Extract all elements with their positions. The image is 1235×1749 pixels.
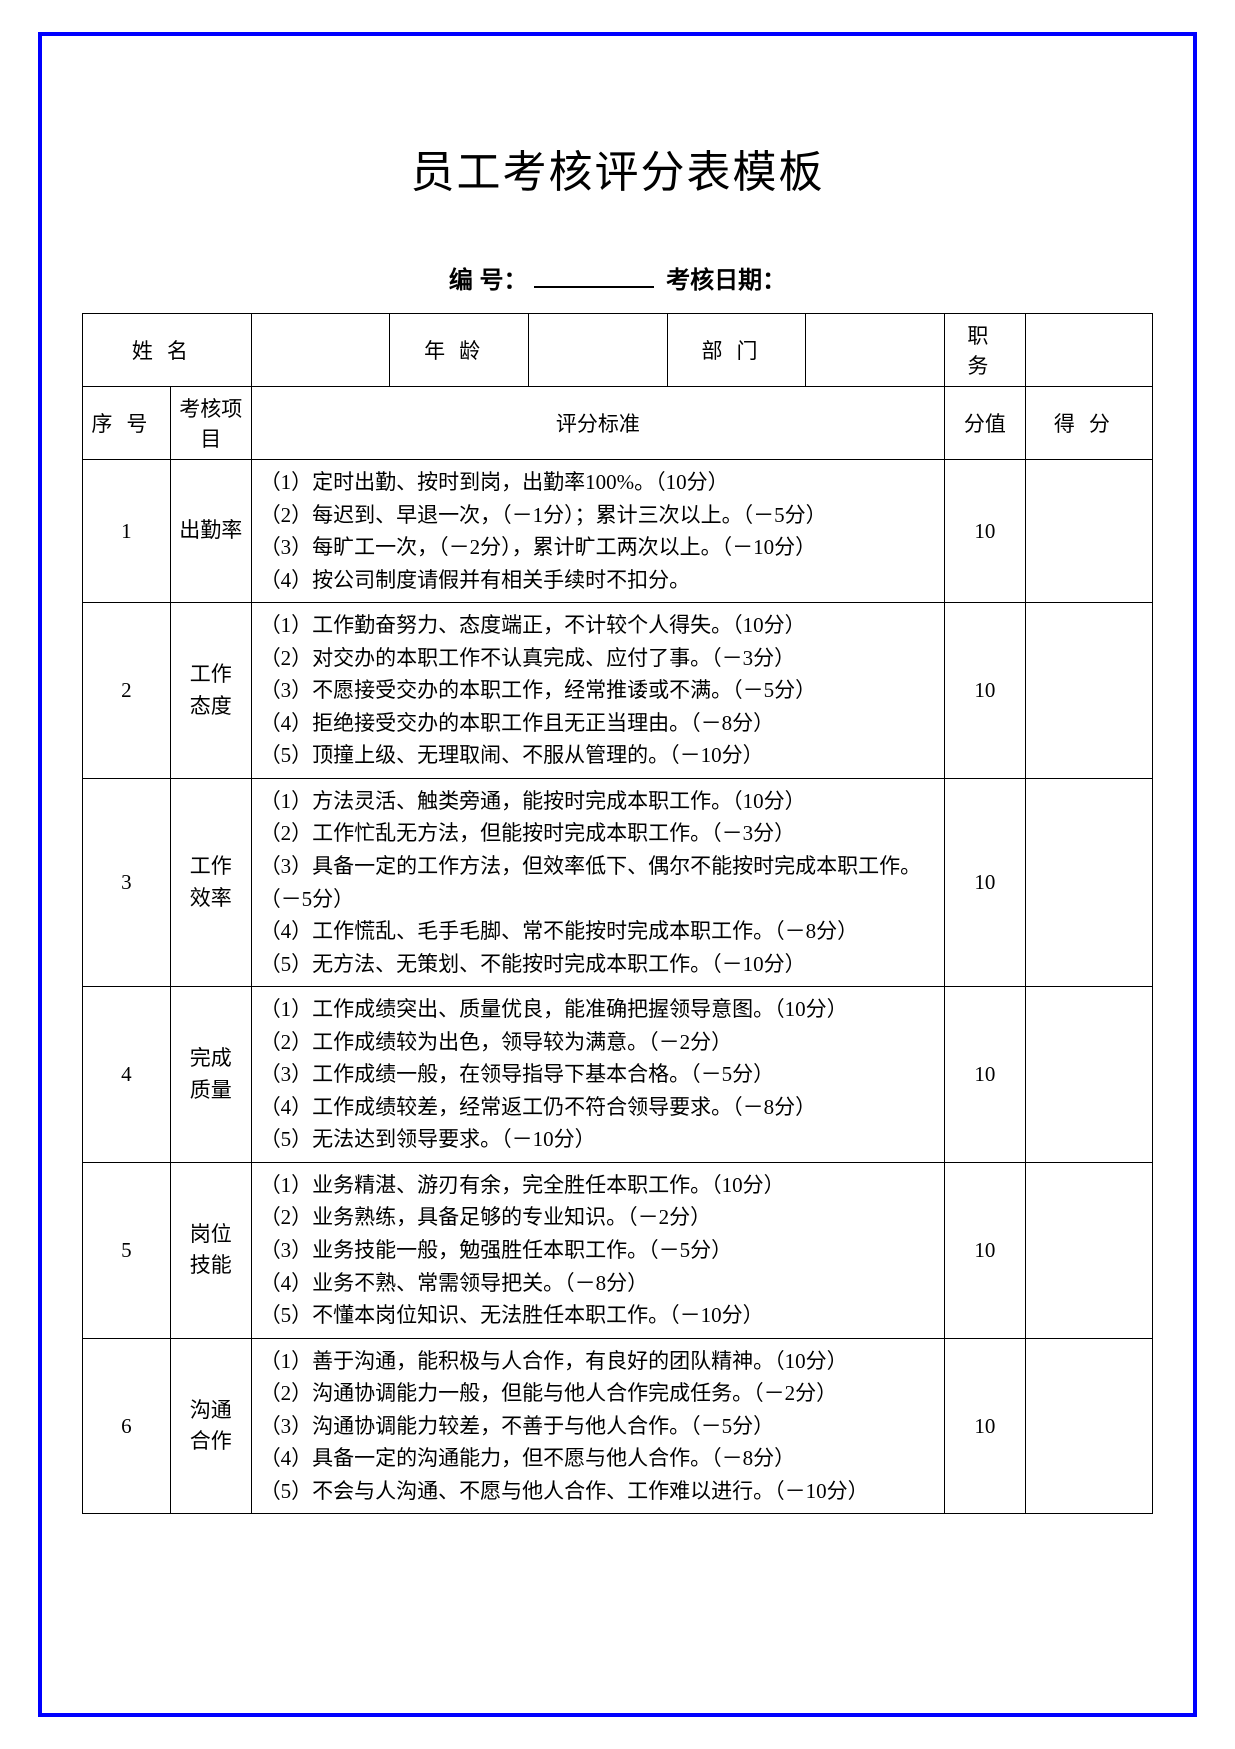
name-label: 姓名	[83, 314, 252, 387]
post-value	[1025, 314, 1152, 387]
row-criteria: （1）工作成绩突出、质量优良，能准确把握领导意图。（10分）（2）工作成绩较为出…	[251, 987, 944, 1163]
date-label: 考核日期：	[666, 267, 786, 294]
row-score: 10	[944, 1162, 1025, 1338]
number-blank	[534, 286, 654, 288]
row-score: 10	[944, 778, 1025, 986]
row-item: 完成质量	[170, 987, 251, 1163]
row-item: 出勤率	[170, 460, 251, 603]
row-got	[1025, 987, 1152, 1163]
row-got	[1025, 778, 1152, 986]
row-got	[1025, 1338, 1152, 1514]
row-seq: 6	[83, 1338, 171, 1514]
row-score: 10	[944, 460, 1025, 603]
dept-value	[806, 314, 945, 387]
meta-line: 编 号： 考核日期：	[82, 260, 1153, 295]
hdr-item: 考核项目	[170, 387, 251, 460]
info-row: 姓名 年龄 部门 职务	[83, 314, 1153, 387]
table-row: 3工作效率（1）方法灵活、触类旁通，能按时完成本职工作。（10分）（2）工作忙乱…	[83, 778, 1153, 986]
row-seq: 3	[83, 778, 171, 986]
row-score: 10	[944, 987, 1025, 1163]
row-seq: 4	[83, 987, 171, 1163]
header-row: 序号 考核项目 评分标准 分值 得分	[83, 387, 1153, 460]
dept-label: 部门	[667, 314, 806, 387]
age-label: 年龄	[390, 314, 529, 387]
row-item: 岗位技能	[170, 1162, 251, 1338]
row-seq: 2	[83, 603, 171, 779]
row-seq: 5	[83, 1162, 171, 1338]
age-value	[529, 314, 668, 387]
hdr-got: 得分	[1025, 387, 1152, 460]
row-got	[1025, 1162, 1152, 1338]
row-got	[1025, 603, 1152, 779]
table-row: 6沟通合作（1）善于沟通，能积极与人合作，有良好的团队精神。（10分）（2）沟通…	[83, 1338, 1153, 1514]
table-row: 5岗位技能（1）业务精湛、游刃有余，完全胜任本职工作。（10分）（2）业务熟练，…	[83, 1162, 1153, 1338]
row-criteria: （1）方法灵活、触类旁通，能按时完成本职工作。（10分）（2）工作忙乱无方法，但…	[251, 778, 944, 986]
row-item: 工作效率	[170, 778, 251, 986]
row-criteria: （1）定时出勤、按时到岗，出勤率100%。（10分）（2）每迟到、早退一次，（－…	[251, 460, 944, 603]
name-value	[251, 314, 390, 387]
table-row: 2工作态度（1）工作勤奋努力、态度端正，不计较个人得失。（10分）（2）对交办的…	[83, 603, 1153, 779]
table-row: 1出勤率（1）定时出勤、按时到岗，出勤率100%。（10分）（2）每迟到、早退一…	[83, 460, 1153, 603]
post-label: 职务	[944, 314, 1025, 387]
page-title: 员工考核评分表模板	[82, 136, 1153, 200]
row-score: 10	[944, 603, 1025, 779]
page-border: 员工考核评分表模板 编 号： 考核日期： 姓名 年龄 部门 职务	[38, 32, 1197, 1717]
row-got	[1025, 460, 1152, 603]
row-criteria: （1）业务精湛、游刃有余，完全胜任本职工作。（10分）（2）业务熟练，具备足够的…	[251, 1162, 944, 1338]
hdr-seq: 序号	[83, 387, 171, 460]
number-label: 编 号：	[449, 267, 528, 294]
hdr-score: 分值	[944, 387, 1025, 460]
row-criteria: （1）善于沟通，能积极与人合作，有良好的团队精神。（10分）（2）沟通协调能力一…	[251, 1338, 944, 1514]
row-criteria: （1）工作勤奋努力、态度端正，不计较个人得失。（10分）（2）对交办的本职工作不…	[251, 603, 944, 779]
row-seq: 1	[83, 460, 171, 603]
row-score: 10	[944, 1338, 1025, 1514]
row-item: 沟通合作	[170, 1338, 251, 1514]
evaluation-table: 姓名 年龄 部门 职务 序号 考核项目 评分标准 分值 得分 1出勤率（1）定时…	[82, 313, 1153, 1514]
table-row: 4完成质量（1）工作成绩突出、质量优良，能准确把握领导意图。（10分）（2）工作…	[83, 987, 1153, 1163]
hdr-criteria: 评分标准	[251, 387, 944, 460]
row-item: 工作态度	[170, 603, 251, 779]
